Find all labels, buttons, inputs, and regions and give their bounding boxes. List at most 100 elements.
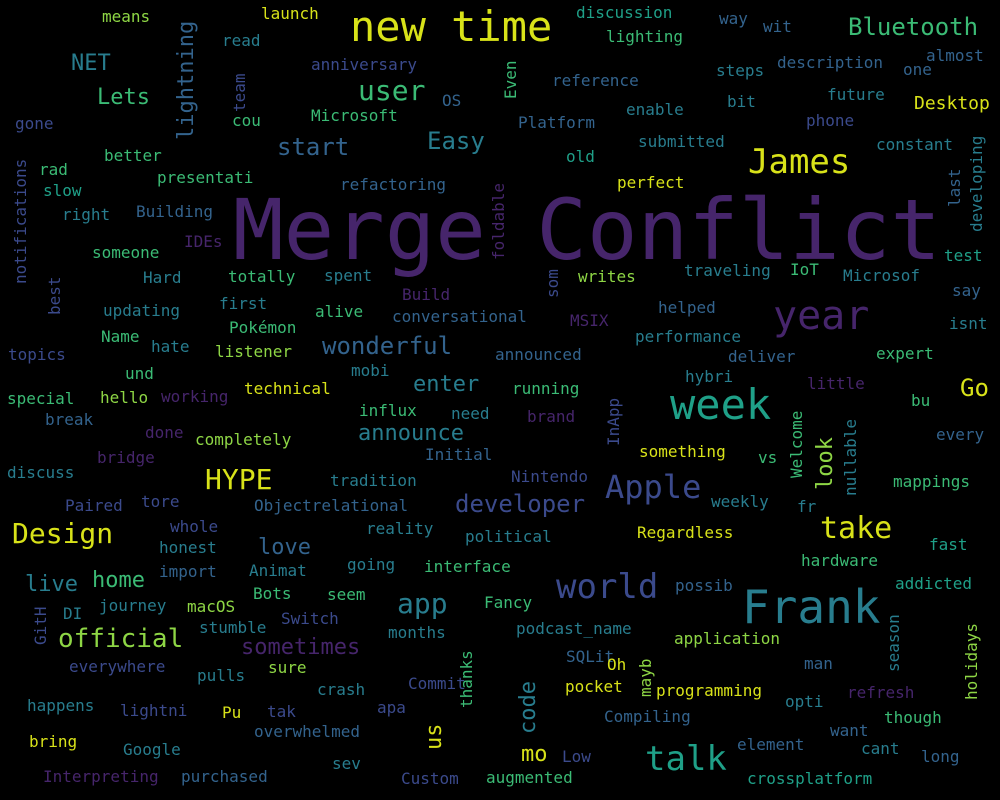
word-bots: Bots [253, 584, 292, 603]
word-spent: spent [324, 266, 373, 285]
word-hardware: hardware [801, 551, 879, 570]
word-stumble: stumble [199, 618, 267, 637]
word-world: world [556, 567, 659, 607]
word-animat: Animat [249, 561, 307, 580]
word-code: code [516, 681, 541, 734]
word-refactoring: refactoring [340, 175, 446, 194]
word-way: way [719, 9, 748, 28]
word-rad: rad [39, 160, 68, 179]
word-seem: seem [327, 585, 366, 604]
word-description: description [777, 53, 883, 72]
word-developing: developing [967, 135, 986, 232]
word-foldable: foldable [489, 182, 508, 260]
word-year: year [773, 293, 870, 339]
word-isnt: isnt [949, 314, 988, 333]
word-james: James [748, 142, 851, 182]
word-journey: journey [99, 596, 167, 615]
word-interface: interface [424, 557, 511, 576]
word-team: team [230, 73, 249, 112]
word-long: long [921, 747, 960, 766]
word-ides: IDEs [184, 232, 223, 251]
word-even: Even [501, 60, 520, 99]
word-enable: enable [626, 100, 684, 119]
word-live: live [25, 572, 78, 597]
word-submitted: submitted [638, 132, 725, 151]
word-import: import [159, 562, 217, 581]
word-old: old [566, 147, 595, 166]
word-sqlit: SQLit [566, 647, 615, 666]
word-hybri: hybri [685, 367, 734, 386]
word-compiling: Compiling [604, 707, 691, 726]
word-bu: bu [911, 391, 931, 410]
word-though: though [884, 708, 942, 727]
word-new-time: new time [350, 2, 553, 51]
word-notifications: notifications [11, 158, 30, 284]
word-every: every [936, 425, 985, 444]
word-lighting: lighting [606, 27, 684, 46]
word-fast: fast [929, 535, 968, 554]
word-bluetooth: Bluetooth [848, 13, 979, 41]
word-fr: fr [797, 497, 817, 516]
word-mobi: mobi [351, 361, 390, 380]
word-better: better [104, 146, 162, 165]
word-msix: MSIX [570, 311, 609, 330]
word-go: Go [960, 374, 989, 402]
word-crossplatform: crossplatform [747, 769, 873, 788]
word-enter: enter [413, 372, 480, 397]
word-cou: cou [232, 111, 261, 130]
word-pulls: pulls [197, 666, 246, 685]
word-break: break [45, 410, 94, 429]
word-discuss: discuss [7, 463, 75, 482]
word-last: last [945, 168, 964, 207]
word-nintendo: Nintendo [511, 467, 589, 486]
word-addicted: addicted [895, 574, 973, 593]
word-mo: mo [521, 742, 548, 767]
word-want: want [830, 721, 869, 740]
word-anniversary: anniversary [311, 55, 417, 74]
word-weekly: weekly [711, 492, 769, 511]
word-expert: expert [876, 344, 934, 363]
word-switch: Switch [281, 609, 339, 628]
word-wonderful: wonderful [322, 332, 453, 360]
word-launch: launch [261, 4, 319, 23]
word-special: special [7, 389, 75, 408]
word-topics: topics [8, 345, 66, 364]
word-updating: updating [103, 301, 181, 320]
word-nullable: nullable [841, 418, 860, 496]
word-means: means [102, 7, 151, 26]
word-gith: GitH [31, 606, 50, 645]
word-official: official [58, 624, 184, 654]
word-writes: writes [578, 267, 636, 286]
word-build: Build [402, 285, 451, 304]
word-microsoft: Microsoft [311, 106, 398, 125]
word-gone: gone [15, 114, 54, 133]
word-sev: sev [332, 754, 361, 773]
word-slow: slow [43, 181, 82, 200]
word-apa: apa [377, 698, 406, 717]
word-someone: someone [92, 243, 160, 262]
word-app: app [397, 587, 448, 620]
word-design: Design [12, 517, 114, 550]
word-fancy: Fancy [484, 593, 533, 612]
word-application: application [674, 629, 780, 648]
word-hello: hello [100, 388, 149, 407]
word-listener: listener [215, 342, 293, 361]
word-announced: announced [495, 345, 582, 364]
word-discussion: discussion [576, 3, 673, 22]
word-element: element [737, 735, 805, 754]
word-take: take [820, 511, 893, 546]
word-almost: almost [926, 46, 984, 65]
word-bring: bring [29, 732, 78, 751]
word-os: OS [442, 91, 462, 110]
word-augmented: augmented [486, 768, 573, 787]
word-conversational: conversational [392, 307, 527, 326]
word-name: Name [101, 327, 140, 346]
word-running: running [512, 379, 580, 398]
word-net: NET [71, 51, 111, 76]
word-future: future [827, 85, 885, 104]
word-overwhelmed: overwhelmed [254, 722, 360, 741]
word-whole: whole [170, 517, 219, 536]
word-look: look [813, 437, 838, 490]
word-mayb: mayb [636, 658, 655, 697]
